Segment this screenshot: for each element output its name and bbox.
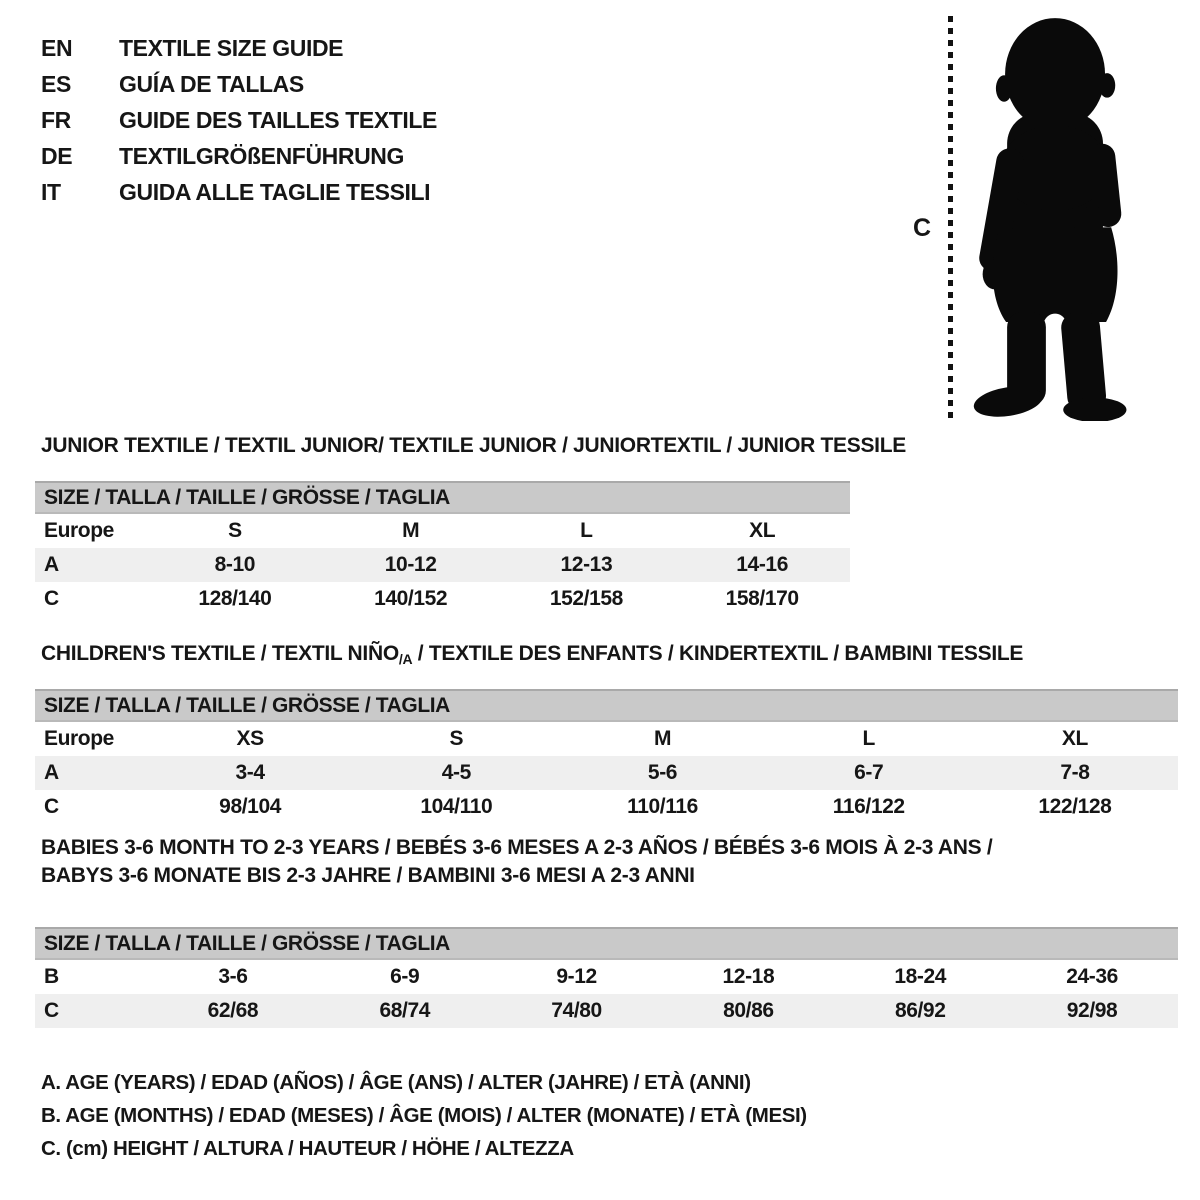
- cell: 6-7: [854, 761, 884, 784]
- language-row-de: DE TEXTILGRÖßENFÜHRUNG: [41, 138, 437, 174]
- cell: 18-24: [894, 965, 947, 988]
- children-section-title: CHILDREN'S TEXTILE / TEXTIL NIÑO/A / TEX…: [41, 642, 1023, 667]
- language-code: DE: [41, 142, 73, 169]
- row-label: C: [44, 795, 59, 818]
- cell: 68/74: [379, 999, 431, 1022]
- language-code: ES: [41, 70, 71, 97]
- cell: 5-6: [647, 761, 678, 784]
- cell: 152/158: [549, 587, 624, 610]
- toddler-silhouette-icon: [973, 18, 1127, 421]
- cell: 6-9: [390, 965, 420, 988]
- legend-line-c: C. (cm) HEIGHT / ALTURA / HAUTEUR / HÖHE…: [41, 1136, 574, 1160]
- cell: 10-12: [384, 553, 437, 576]
- cell: M: [653, 727, 672, 750]
- row-label: B: [44, 965, 59, 988]
- row-label: A: [44, 553, 59, 576]
- cell: L: [862, 727, 875, 750]
- language-row-en: EN TEXTILE SIZE GUIDE: [41, 30, 437, 66]
- cell: 104/110: [420, 795, 493, 818]
- junior-table-header: SIZE / TALLA / TAILLE / GRÖSSE / TAGLIA: [35, 481, 850, 514]
- language-code: FR: [41, 106, 71, 133]
- babies-table-header: SIZE / TALLA / TAILLE / GRÖSSE / TAGLIA: [35, 927, 1178, 960]
- cell: 62/68: [207, 999, 259, 1022]
- cell: 74/80: [551, 999, 602, 1022]
- table-row: A 3-4 4-5 5-6 6-7 7-8: [35, 756, 1178, 790]
- cell: 8-10: [214, 553, 256, 576]
- legend-line-a: A. AGE (YEARS) / EDAD (AÑOS) / ÂGE (ANS)…: [41, 1070, 751, 1094]
- children-size-table: SIZE / TALLA / TAILLE / GRÖSSE / TAGLIA …: [35, 689, 1178, 824]
- cell: 3-4: [235, 761, 266, 784]
- cell: L: [580, 519, 593, 542]
- cell: 14-16: [736, 553, 788, 576]
- cell: 12-18: [722, 965, 775, 988]
- cell: 128/140: [198, 587, 272, 610]
- height-measure-label: C: [913, 214, 931, 242]
- row-label: A: [44, 761, 59, 784]
- cell: 92/98: [1066, 999, 1118, 1022]
- cell: S: [449, 727, 464, 750]
- cell: XL: [1061, 727, 1088, 750]
- measure-legend: A. AGE (YEARS) / EDAD (AÑOS) / ÂGE (ANS)…: [41, 1066, 807, 1165]
- cell: 158/170: [725, 587, 800, 610]
- cell: 24-36: [1066, 965, 1118, 988]
- cell: 80/86: [723, 999, 774, 1022]
- row-label: Europe: [44, 727, 114, 750]
- language-label: GUIDA ALLE TAGLIE TESSILI: [119, 178, 431, 205]
- language-label: GUIDE DES TAILLES TEXTILE: [119, 106, 437, 133]
- language-code: EN: [41, 34, 73, 61]
- cell: 86/92: [894, 999, 946, 1022]
- cell: 116/122: [832, 795, 905, 818]
- language-label: TEXTILE SIZE GUIDE: [119, 34, 344, 61]
- cell: XL: [749, 519, 776, 542]
- cell: 7-8: [1060, 761, 1090, 784]
- children-title-sub: /A: [398, 651, 413, 667]
- height-measure-dashed-line: [948, 16, 953, 418]
- table-row: C 128/140 140/152 152/158 158/170: [35, 582, 850, 616]
- children-table-header: SIZE / TALLA / TAILLE / GRÖSSE / TAGLIA: [35, 689, 1178, 722]
- cell: 4-5: [441, 761, 472, 784]
- junior-section-title: JUNIOR TEXTILE / TEXTIL JUNIOR/ TEXTILE …: [41, 434, 906, 457]
- cell: 9-12: [556, 965, 597, 988]
- cell: 12-13: [560, 553, 613, 576]
- cell: 140/152: [374, 587, 448, 610]
- cell: 110/116: [627, 795, 698, 818]
- language-label: TEXTILGRÖßENFÜHRUNG: [119, 142, 404, 169]
- babies-size-table: SIZE / TALLA / TAILLE / GRÖSSE / TAGLIA …: [35, 927, 1178, 1028]
- language-row-it: IT GUIDA ALLE TAGLIE TESSILI: [41, 174, 437, 210]
- babies-section-title-line1: BABIES 3-6 MONTH TO 2-3 YEARS / BEBÉS 3-…: [41, 836, 993, 859]
- language-row-es: ES GUÍA DE TALLAS: [41, 66, 437, 102]
- row-label: Europe: [44, 519, 114, 542]
- children-title-pre: CHILDREN'S TEXTILE / TEXTIL NIÑO: [41, 642, 399, 665]
- cell: S: [228, 519, 242, 542]
- legend-line-b: B. AGE (MONTHS) / EDAD (MESES) / ÂGE (MO…: [41, 1103, 807, 1127]
- language-list: EN TEXTILE SIZE GUIDE ES GUÍA DE TALLAS …: [41, 30, 437, 210]
- language-label: GUÍA DE TALLAS: [119, 70, 304, 97]
- row-label: C: [44, 999, 59, 1022]
- cell: M: [402, 519, 420, 542]
- cell: 3-6: [218, 965, 248, 988]
- babies-section-title-line2: BABYS 3-6 MONATE BIS 2-3 JAHRE / BAMBINI…: [41, 864, 695, 887]
- table-row: A 8-10 10-12 12-13 14-16: [35, 548, 850, 582]
- table-row: C 98/104 104/110 110/116 116/122 122/128: [35, 790, 1178, 824]
- row-label: C: [44, 587, 59, 610]
- table-row: B 3-6 6-9 9-12 12-18 18-24 24-36: [35, 960, 1178, 994]
- children-title-post: / TEXTILE DES ENFANTS / KINDERTEXTIL / B…: [412, 642, 1024, 665]
- language-code: IT: [41, 178, 61, 205]
- cell: XS: [236, 727, 264, 750]
- junior-size-table: SIZE / TALLA / TAILLE / GRÖSSE / TAGLIA …: [35, 481, 850, 616]
- cell: 98/104: [219, 795, 282, 818]
- table-row: C 62/68 68/74 74/80 80/86 86/92 92/98: [35, 994, 1178, 1028]
- cell: 122/128: [1038, 795, 1112, 818]
- language-row-fr: FR GUIDE DES TAILLES TEXTILE: [41, 102, 437, 138]
- table-row: Europe S M L XL: [35, 514, 850, 548]
- table-row: Europe XS S M L XL: [35, 722, 1178, 756]
